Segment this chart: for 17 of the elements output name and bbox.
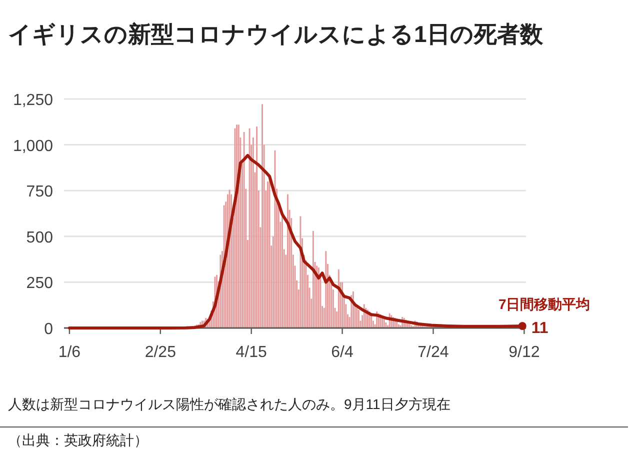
x-tick-label: 6/4 (331, 344, 354, 361)
y-tick-label: 250 (26, 275, 54, 292)
x-tick-label: 4/15 (236, 344, 268, 361)
x-tick-label: 7/24 (418, 344, 449, 361)
y-tick-label: 1,250 (12, 92, 54, 109)
x-tick-label: 2/25 (144, 344, 176, 361)
y-tick-label: 1,000 (12, 138, 54, 155)
text: （出典：英政府統計） (8, 432, 148, 448)
x-tick-label: 1/6 (58, 344, 81, 361)
chart-title: イギリスの新型コロナウイルスによる1日の死者数 (8, 21, 544, 47)
y-tick-label: 750 (26, 184, 54, 201)
y-tick-label: 500 (26, 229, 54, 246)
data-label: 11 (531, 320, 548, 337)
y-tick-label: 0 (44, 321, 54, 338)
text: 人数は新型コロナウイルス陽性が確認された人のみ。9月11日夕方現在 (8, 396, 450, 412)
x-tick-label: 9/12 (508, 344, 540, 361)
series-label: 7日間移動平均 (498, 296, 590, 312)
